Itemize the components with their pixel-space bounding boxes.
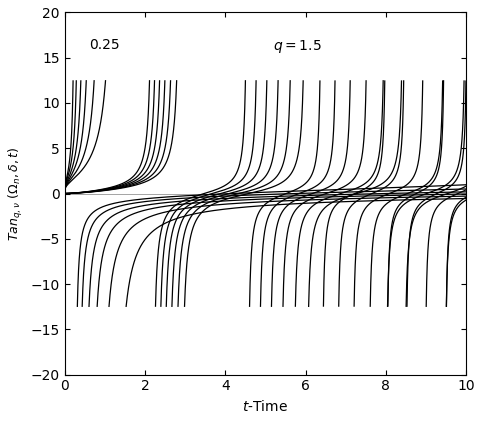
Text: $q = 1.5$: $q = 1.5$ — [273, 38, 322, 55]
X-axis label: $t$-Time: $t$-Time — [242, 399, 289, 414]
Text: 0.25: 0.25 — [89, 38, 120, 52]
Y-axis label: $Tan_{q,\nu}\ (\Omega_n, \delta, t)$: $Tan_{q,\nu}\ (\Omega_n, \delta, t)$ — [7, 147, 25, 241]
